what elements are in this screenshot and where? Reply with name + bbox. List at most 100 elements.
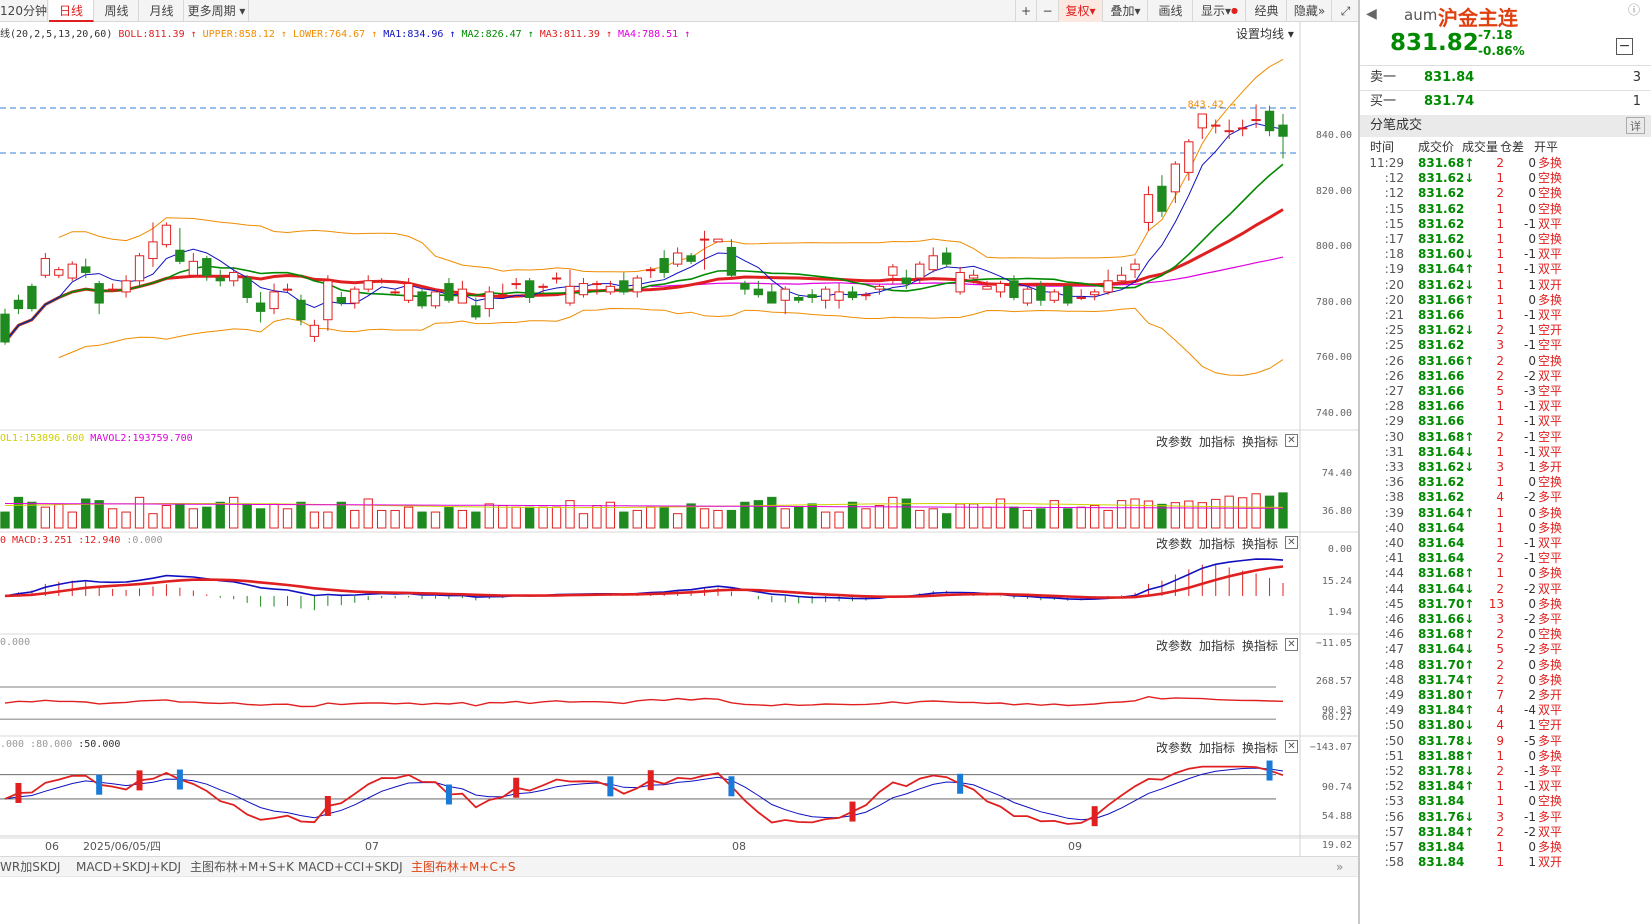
- trade-type: 双平: [1538, 703, 1563, 718]
- trade-volume: 1: [1496, 232, 1504, 246]
- quote-panel: ◀ aum 沪金主连 ⓘ 831.82 -7.18 -0.86% − 卖一 83…: [1358, 0, 1651, 924]
- tab-120min[interactable]: 120分钟: [0, 0, 48, 22]
- volume-bar: [202, 506, 212, 529]
- set-ma-label: 设置均线: [1236, 27, 1285, 41]
- switch-indicator-button[interactable]: 换指标: [1242, 435, 1279, 449]
- trade-row: :56 831.76↓ 3 -1 多平: [1360, 810, 1651, 825]
- trade-time: :26: [1384, 368, 1404, 383]
- trade-oi-change: -1: [1524, 338, 1536, 353]
- volume-bar: [1049, 500, 1059, 529]
- candle-down: [794, 296, 804, 301]
- trade-volume: 2: [1496, 824, 1504, 839]
- adjust-button[interactable]: 复权▾: [1059, 0, 1103, 22]
- close-panel-icon[interactable]: ✕: [1285, 638, 1298, 651]
- boll-upper-line: [58, 58, 1284, 273]
- tab-wr-skdj[interactable]: WR加SKDJ: [0, 860, 61, 874]
- trade-price: 831.66↑: [1418, 353, 1475, 368]
- draw-line-button[interactable]: 画线: [1149, 0, 1193, 22]
- volume-bar: [498, 505, 508, 529]
- trade-time: :19: [1384, 262, 1404, 277]
- edit-params-button[interactable]: 改参数: [1156, 537, 1193, 551]
- candle-up: [229, 271, 239, 282]
- trade-volume: 4: [1496, 703, 1504, 718]
- trade-row: :53 831.84 1 0 空换: [1360, 794, 1651, 809]
- overlay-button[interactable]: 叠加▾: [1104, 0, 1148, 22]
- volume-bar: [780, 508, 790, 529]
- trade-time: :56: [1384, 809, 1404, 824]
- add-indicator-button[interactable]: 加指标: [1199, 537, 1236, 551]
- candle-up: [188, 260, 199, 276]
- chart-area[interactable]: 843.42 → 06 2025/06/05/四 07 08 09 线(20,2,5,13…: [0, 22, 1358, 860]
- detail-button[interactable]: 详: [1626, 117, 1645, 134]
- trade-row: :41 831.64 2 -1 空平: [1360, 551, 1651, 566]
- trade-oi-change: -1: [1524, 308, 1536, 322]
- collapse-icon[interactable]: −: [1616, 38, 1633, 55]
- tab-daily[interactable]: 日线: [49, 0, 94, 22]
- kline-chart[interactable]: 843.42 → 06 2025/06/05/四 07 08 09: [0, 22, 1358, 860]
- tab-more-periods[interactable]: 更多周期 ▾: [185, 0, 249, 22]
- trade-volume: 1: [1496, 414, 1504, 429]
- candle-up: [995, 283, 1006, 293]
- trade-time: 11:29: [1369, 156, 1404, 170]
- price-change-pct: -0.86%: [1478, 44, 1525, 58]
- close-panel-icon[interactable]: ✕: [1285, 740, 1298, 753]
- volume-tick-label: 74.40: [1321, 468, 1352, 479]
- set-ma-button[interactable]: 设置均线 ▾: [1236, 25, 1294, 42]
- tab-boll-m-c-s[interactable]: 主图布林+M+C+S: [411, 860, 516, 874]
- candle-up: [1224, 130, 1234, 133]
- trades-title-bar: 分笔成交 详: [1360, 115, 1651, 137]
- tab-boll-m-s-k[interactable]: 主图布林+M+S+K: [190, 860, 295, 874]
- trade-type: 双平: [1538, 536, 1563, 550]
- ma4-line: [650, 256, 1284, 287]
- volume-bar: [861, 508, 871, 529]
- candle-up: [1116, 274, 1127, 282]
- scroll-right-icon[interactable]: »: [1336, 860, 1344, 874]
- tab-monthly[interactable]: 月线: [140, 0, 184, 22]
- prev-symbol-icon[interactable]: ◀: [1366, 6, 1377, 22]
- tab-macd-cci-skdj[interactable]: MACD+CCI+SKDJ: [298, 860, 403, 874]
- edit-params-button[interactable]: 改参数: [1156, 435, 1193, 449]
- candle-up: [955, 271, 965, 293]
- zoom-out-button[interactable]: −: [1037, 0, 1059, 22]
- close-panel-icon[interactable]: ✕: [1285, 434, 1298, 447]
- classic-button[interactable]: 经典: [1247, 0, 1287, 22]
- add-indicator-button[interactable]: 加指标: [1199, 741, 1236, 755]
- ask-row: 卖一 831.84 3: [1360, 66, 1651, 90]
- fullscreen-icon[interactable]: ⤢: [1340, 4, 1351, 18]
- trade-volume: 1: [1496, 536, 1504, 550]
- trade-time: :58: [1384, 855, 1404, 870]
- ma2-line: [4, 163, 1284, 343]
- edit-params-button[interactable]: 改参数: [1156, 639, 1193, 653]
- candle-up: [915, 263, 925, 279]
- trade-type: 多换: [1538, 748, 1563, 763]
- switch-indicator-button[interactable]: 换指标: [1242, 537, 1279, 551]
- tab-macd-skdj-kdj[interactable]: MACD+SKDJ+KDJ: [76, 860, 181, 874]
- hide-button[interactable]: 隐藏»: [1288, 0, 1332, 22]
- tab-weekly[interactable]: 周线: [95, 0, 139, 22]
- display-button[interactable]: 显示▾●: [1194, 0, 1246, 22]
- trade-time: :38: [1384, 490, 1404, 505]
- switch-indicator-button[interactable]: 换指标: [1242, 639, 1279, 653]
- main-legend-items: 线(20,2,5,13,20,60) BOLL:811.39 ↑ UPPER:858…: [0, 29, 696, 40]
- candle-up: [578, 283, 589, 296]
- volume-bar: [242, 503, 252, 529]
- trade-time: :31: [1384, 444, 1404, 459]
- zoom-in-button[interactable]: +: [1015, 0, 1037, 22]
- ask-price: 831.84: [1424, 70, 1475, 85]
- add-indicator-button[interactable]: 加指标: [1199, 435, 1236, 449]
- candle-up: [834, 291, 844, 301]
- switch-indicator-button[interactable]: 换指标: [1242, 741, 1279, 755]
- info-icon[interactable]: ⓘ: [1628, 3, 1641, 17]
- add-indicator-button[interactable]: 加指标: [1199, 639, 1236, 653]
- trade-row: :38 831.62 4 -2 多平: [1360, 490, 1651, 505]
- trade-oi-change: 0: [1528, 171, 1536, 186]
- trade-type: 空平: [1538, 429, 1563, 444]
- trade-type: 双平: [1538, 414, 1563, 429]
- edit-params-button[interactable]: 改参数: [1156, 741, 1193, 755]
- close-panel-icon[interactable]: ✕: [1285, 536, 1298, 549]
- trades-header: 时间 成交价 成交量 仓差 开平: [1360, 139, 1651, 155]
- trade-volume: 1: [1496, 794, 1504, 809]
- candle-down: [942, 252, 952, 265]
- volume-bar: [444, 506, 454, 529]
- candle-up: [1089, 291, 1100, 296]
